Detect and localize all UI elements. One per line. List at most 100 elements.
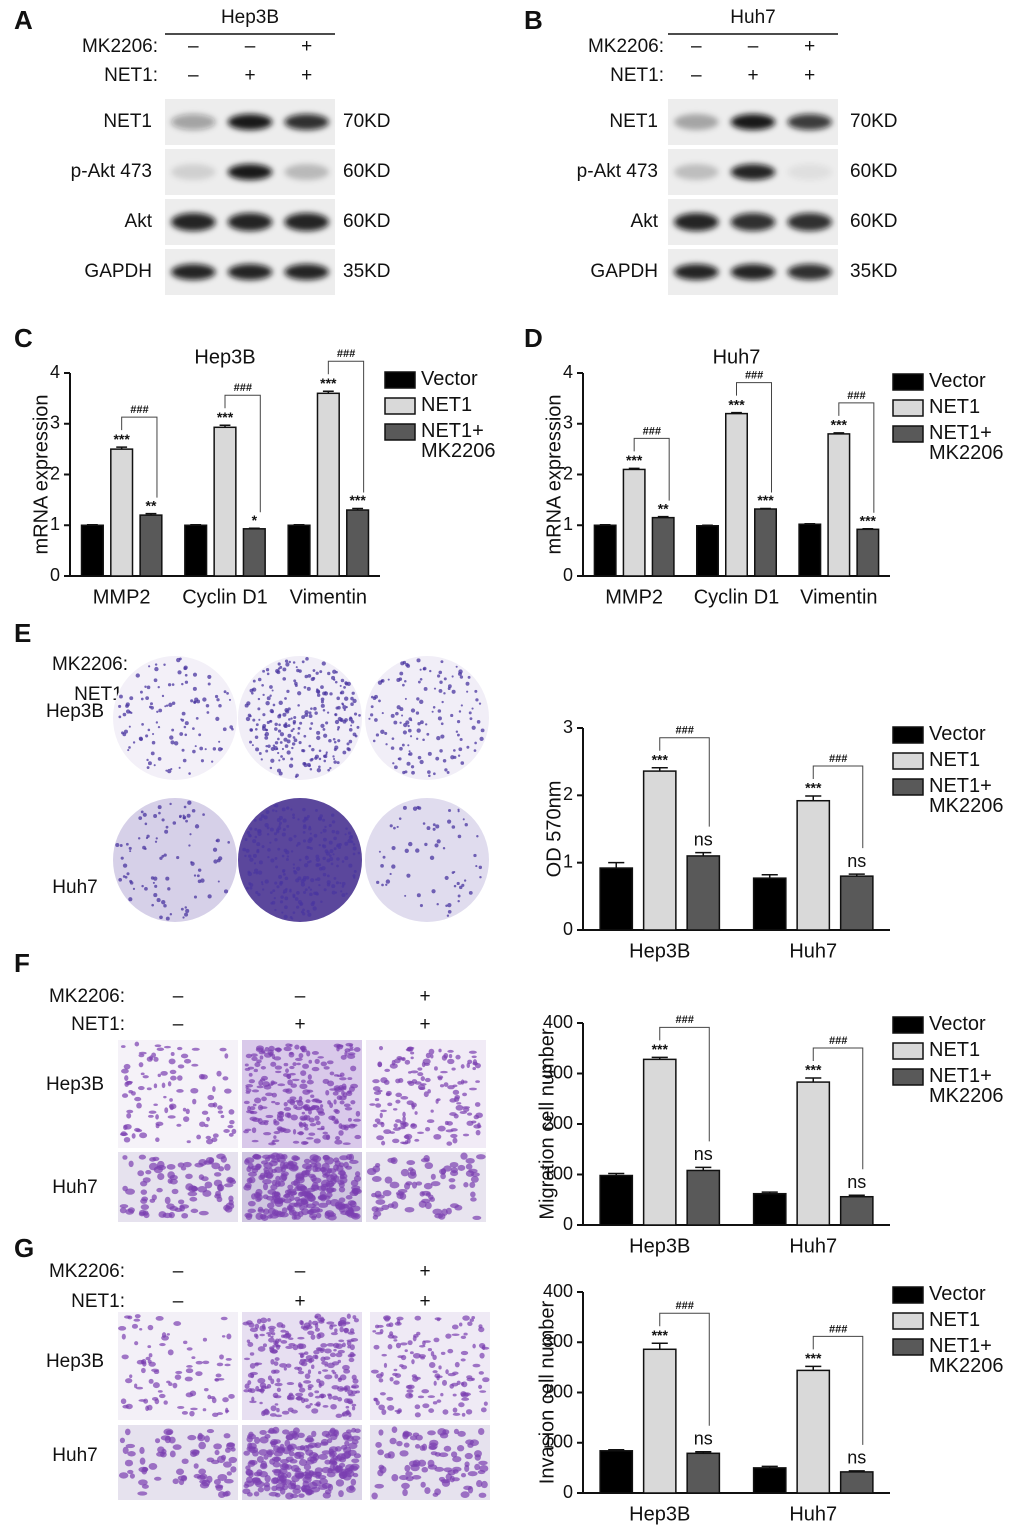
stain-dot (404, 770, 408, 774)
stain-dot (309, 832, 312, 835)
stain-dot (306, 846, 310, 850)
stain-dot (308, 711, 312, 715)
stain-cell (338, 1186, 346, 1193)
stain-dot (193, 700, 197, 704)
stain-cell (275, 1070, 282, 1074)
stain-dot (165, 916, 170, 921)
stain-dot (176, 855, 180, 860)
stain-cell (181, 1410, 189, 1415)
bar (622, 468, 646, 577)
stain-cell (224, 1363, 231, 1367)
stain-cell (271, 1168, 278, 1174)
stain-cell (122, 1446, 129, 1455)
stain-cell (470, 1172, 480, 1177)
stain-cell (222, 1491, 229, 1497)
stain-cell (327, 1393, 332, 1397)
band-size: 60KD (850, 161, 898, 182)
stain-cell (375, 1199, 386, 1205)
stain-cell (420, 1076, 425, 1082)
stain-cell (283, 1161, 290, 1169)
stain-cell (273, 1131, 281, 1135)
treatment-sign: + (419, 1014, 430, 1035)
stain-dot (399, 746, 403, 751)
stain-cell (374, 1097, 380, 1102)
stain-dot (254, 735, 259, 740)
stain-dot (220, 747, 224, 751)
stain-dot (340, 890, 343, 893)
stain-dot (372, 739, 376, 743)
stain-dot (309, 860, 312, 863)
stain-cell (292, 1140, 300, 1144)
legend-swatch (892, 1312, 924, 1330)
stain-cell (338, 1377, 342, 1381)
band-name: GAPDH (590, 261, 658, 282)
treatment-sign: + (301, 36, 312, 57)
stain-cell (246, 1339, 251, 1343)
stain-dot (298, 858, 302, 862)
stain-cell (269, 1349, 278, 1354)
stain-dot (279, 741, 283, 744)
stain-cell (325, 1089, 330, 1096)
stain-cell (398, 1078, 404, 1083)
x-tick-label: Cyclin D1 (694, 586, 780, 608)
stain-dot (350, 696, 354, 701)
stain-cell (335, 1136, 340, 1141)
stain-cell (351, 1384, 360, 1389)
stain-cell (243, 1450, 250, 1456)
stain-dot (334, 680, 338, 684)
stain-cell (228, 1133, 234, 1137)
stain-cell (214, 1378, 218, 1381)
stain-cell (222, 1461, 232, 1468)
stain-dot (308, 744, 312, 748)
stain-cell (410, 1051, 415, 1055)
y-tick-label: 400 (543, 1012, 573, 1032)
stain-cell (147, 1324, 154, 1331)
stain-cell (276, 1407, 280, 1413)
stain-dot (263, 815, 268, 820)
stain-dot (326, 858, 331, 863)
stain-dot (450, 713, 454, 718)
stain-dot (257, 677, 262, 682)
stain-dot (463, 879, 467, 882)
stain-dot (273, 897, 276, 900)
stain-dot (442, 759, 447, 763)
stain-cell (285, 1434, 294, 1441)
stain-cell (147, 1345, 152, 1349)
stain-cell (399, 1364, 404, 1368)
stain-cell (308, 1320, 312, 1326)
stain-dot (267, 848, 271, 852)
stain-cell (126, 1109, 134, 1114)
stain-dot (460, 704, 463, 707)
stain-dot (157, 805, 162, 810)
stain-dot (252, 679, 256, 683)
stain-cell (243, 1483, 250, 1489)
band-size: 70KD (343, 111, 391, 132)
stain-cell (185, 1173, 193, 1180)
stain-cell (213, 1478, 221, 1485)
treatment-sign: + (419, 986, 430, 1007)
error-bar (702, 524, 713, 526)
well-image (365, 656, 489, 780)
stain-dot (344, 856, 349, 861)
stain-cell (318, 1380, 325, 1387)
stain-cell (457, 1081, 463, 1085)
stain-dot (129, 850, 132, 853)
stain-cell (452, 1393, 457, 1397)
stain-dot (147, 728, 151, 732)
bar (695, 525, 719, 577)
stain-cell (198, 1073, 205, 1080)
stain-cell (387, 1344, 393, 1350)
stain-cell (348, 1086, 355, 1092)
stain-cell (268, 1167, 274, 1175)
y-axis-label: OD 570nm (543, 781, 565, 878)
stain-cell (276, 1387, 282, 1392)
stain-cell (180, 1053, 189, 1059)
stain-cell (245, 1213, 253, 1220)
band-name: p-Akt 473 (71, 161, 152, 182)
stain-dot (188, 844, 191, 847)
stain-dot (284, 744, 289, 748)
x-tick-label: Huh7 (789, 1503, 837, 1525)
stain-cell (262, 1183, 269, 1191)
stain-cell (424, 1162, 434, 1170)
stain-cell (281, 1324, 286, 1329)
